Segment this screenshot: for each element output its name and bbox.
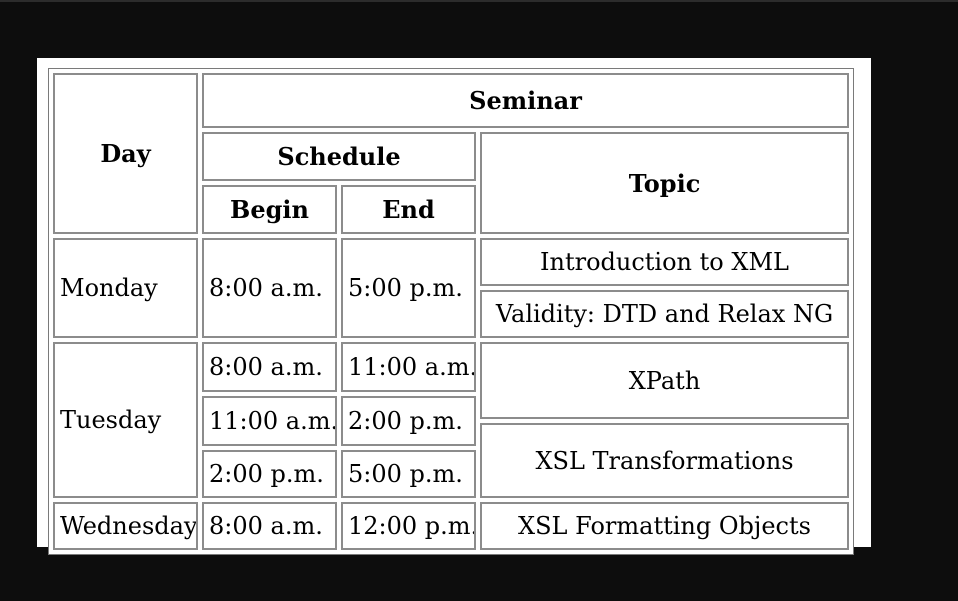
header-topic: Topic (480, 132, 849, 234)
header-schedule: Schedule (202, 132, 476, 181)
header-row-3: Begin End (53, 185, 849, 234)
topic-cell: Introduction to XML (480, 238, 849, 286)
begin-cell: 11:00 a.m. (202, 396, 337, 446)
document-panel: Day Seminar Schedule Topic Begin End Mon… (37, 58, 871, 555)
header-row-2: Schedule Topic (53, 132, 849, 234)
seminar-schedule-table: Day Seminar Schedule Topic Begin End Mon… (48, 68, 854, 555)
header-begin: Begin (202, 185, 337, 234)
table-row: Wednesday 8:00 a.m. 12:00 p.m. XSL Forma… (53, 502, 849, 550)
table-row: XSL Transformations (53, 423, 849, 498)
header-day: Day (53, 73, 198, 234)
end-cell: 5:00 p.m. (341, 238, 476, 338)
day-cell: Wednesday (53, 502, 198, 550)
day-cell: Monday (53, 238, 198, 338)
begin-cell: 2:00 p.m. (202, 450, 337, 498)
table-row: Monday 8:00 a.m. 5:00 p.m. Introduction … (53, 238, 849, 338)
top-strip (0, 0, 958, 2)
topic-cell: XSL Transformations (480, 423, 849, 498)
header-row-1: Day Seminar (53, 73, 849, 234)
end-cell: 5:00 p.m. (341, 450, 476, 498)
topic-cell: Validity: DTD and Relax NG (480, 290, 849, 338)
header-seminar: Seminar (202, 73, 849, 128)
end-cell: 2:00 p.m. (341, 396, 476, 446)
day-cell: Tuesday (53, 342, 198, 498)
begin-cell: 8:00 a.m. (202, 342, 337, 392)
end-cell: 11:00 a.m. (341, 342, 476, 392)
table-row: Tuesday 8:00 a.m. 11:00 a.m. XPath (53, 342, 849, 498)
topic-cell: XPath (480, 342, 849, 419)
begin-cell: 8:00 a.m. (202, 502, 337, 550)
table-row: 2:00 p.m. 5:00 p.m. (53, 450, 849, 498)
topic-cell: XSL Formatting Objects (480, 502, 849, 550)
table-row: 11:00 a.m. 2:00 p.m. (53, 396, 849, 446)
begin-cell: 8:00 a.m. (202, 238, 337, 338)
end-cell: 12:00 p.m. (341, 502, 476, 550)
table-row: Validity: DTD and Relax NG (53, 290, 849, 338)
header-end: End (341, 185, 476, 234)
